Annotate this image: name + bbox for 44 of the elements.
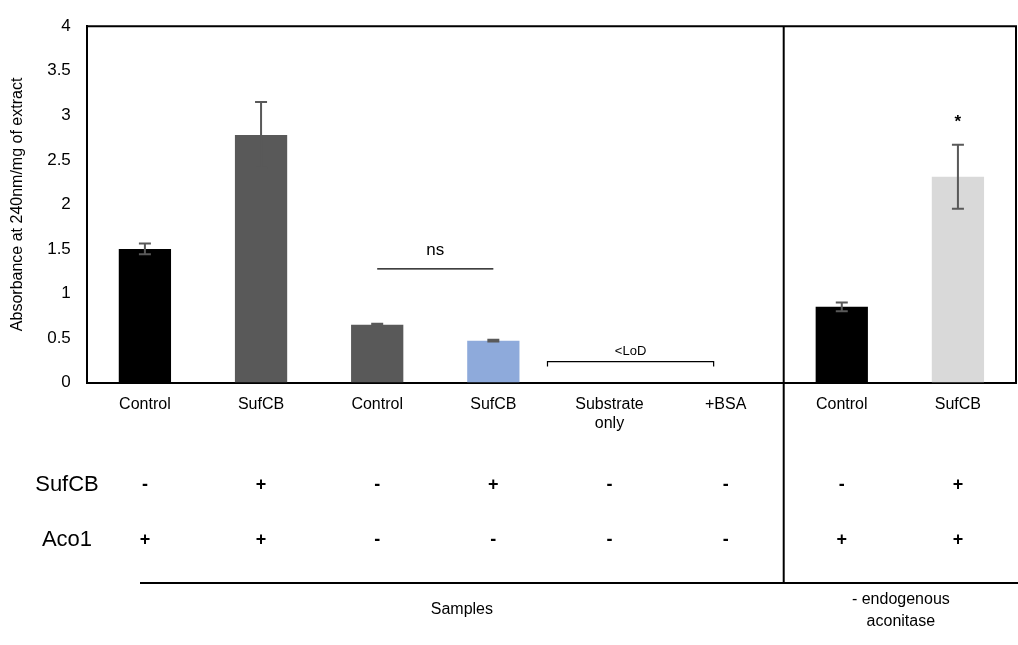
x-tick-label: Substrate only — [575, 394, 644, 431]
bar — [931, 176, 985, 383]
y-tick-label: 3 — [61, 104, 71, 124]
y-tick-label: 1 — [61, 283, 71, 303]
annotation: * — [954, 111, 962, 131]
text: + — [255, 473, 267, 494]
text: + — [488, 473, 499, 494]
y-tick-label: 3.5 — [47, 60, 71, 80]
x-tick-label: Control — [119, 394, 171, 412]
y-tick-label: 2.5 — [47, 149, 71, 169]
text: + — [139, 528, 151, 549]
y-tick-label: 0.5 — [47, 327, 71, 347]
text: - — [838, 473, 845, 494]
text: - — [722, 528, 729, 549]
x-tick-label: SufCB — [470, 394, 517, 412]
bar — [467, 340, 520, 383]
x-tick-label: SufCB — [934, 394, 982, 412]
text: - — [606, 528, 613, 549]
annotation: ns — [426, 239, 445, 259]
text: + — [836, 528, 848, 549]
text: SufCB — [35, 471, 99, 497]
text: - endogenous aconitase — [851, 590, 950, 630]
text: - — [374, 528, 381, 549]
text: - — [141, 473, 148, 494]
text: + — [255, 528, 267, 549]
y-tick-label: 0 — [61, 372, 71, 392]
x-tick-label: +BSA — [704, 394, 747, 412]
text: - — [490, 528, 497, 549]
annotation: <LoD — [614, 342, 647, 358]
y-tick-label: 4 — [61, 15, 71, 35]
y-axis-title: Absorbance at 240nm/mg of extract — [8, 77, 26, 332]
x-tick-label: Control — [815, 394, 868, 412]
x-tick-label: SufCB — [237, 394, 285, 412]
text: - — [374, 473, 381, 494]
text: - — [722, 473, 729, 494]
x-tick-label: Control — [351, 394, 403, 412]
text: Aco1 — [41, 526, 93, 552]
y-tick-label: 2 — [61, 194, 71, 214]
bar — [351, 324, 404, 383]
text: - — [606, 473, 613, 494]
y-tick-label: 1.5 — [47, 238, 71, 258]
text: + — [952, 473, 964, 494]
text: + — [952, 528, 964, 549]
text: Samples — [430, 600, 493, 618]
